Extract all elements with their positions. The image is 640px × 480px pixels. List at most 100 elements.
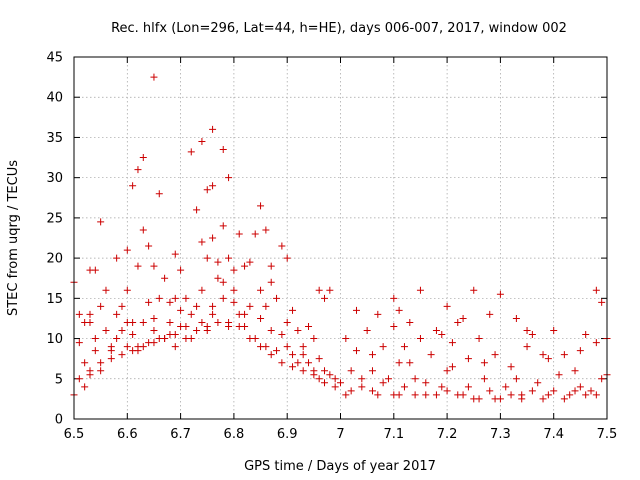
data-point	[134, 262, 142, 270]
data-point	[123, 286, 131, 294]
data-point	[491, 351, 499, 359]
data-point	[566, 391, 574, 399]
data-point	[123, 343, 131, 351]
plot-frame	[73, 56, 608, 420]
data-point	[576, 347, 584, 355]
data-point	[171, 331, 179, 339]
data-point	[315, 286, 323, 294]
data-point	[384, 375, 392, 383]
data-point	[368, 387, 376, 395]
data-point	[219, 294, 227, 302]
data-point	[448, 363, 456, 371]
data-point	[464, 383, 472, 391]
data-point	[209, 125, 217, 133]
data-point	[150, 314, 158, 322]
data-point	[107, 343, 115, 351]
data-point	[171, 294, 179, 302]
data-point	[582, 391, 590, 399]
data-point	[241, 262, 249, 270]
x-axis-tick-labels: 6.5 6.6 6.7 6.8 6.9 7 7.1 7.2 7.3 7.4 7.5	[64, 427, 618, 442]
data-point	[347, 387, 355, 395]
data-point	[475, 395, 483, 403]
data-point	[459, 314, 467, 322]
data-point	[102, 327, 110, 335]
data-point	[150, 327, 158, 335]
data-point	[539, 351, 547, 359]
data-point	[544, 355, 552, 363]
data-point	[246, 302, 254, 310]
data-point	[166, 298, 174, 306]
data-point	[235, 230, 243, 238]
data-point	[331, 375, 339, 383]
y-tick-label: 10	[46, 332, 63, 347]
data-point	[203, 186, 211, 194]
data-point	[235, 310, 243, 318]
data-point	[315, 375, 323, 383]
data-point	[273, 347, 281, 355]
data-point	[97, 367, 105, 375]
data-point	[273, 294, 281, 302]
data-point	[145, 242, 153, 250]
data-point	[443, 302, 451, 310]
data-point	[193, 206, 201, 214]
data-point	[225, 318, 233, 326]
data-point	[331, 383, 339, 391]
data-point	[81, 383, 89, 391]
data-point	[161, 335, 169, 343]
data-point	[400, 383, 408, 391]
data-point	[512, 375, 520, 383]
data-point	[230, 266, 238, 274]
data-point	[203, 322, 211, 330]
data-point	[102, 286, 110, 294]
data-point	[219, 222, 227, 230]
data-point	[502, 383, 510, 391]
data-point	[113, 310, 121, 318]
data-point	[278, 359, 286, 367]
data-point	[129, 331, 137, 339]
data-point	[257, 286, 265, 294]
data-point	[129, 182, 137, 190]
data-point	[198, 137, 206, 145]
data-point	[587, 387, 595, 395]
data-point	[507, 363, 515, 371]
data-point	[299, 343, 307, 351]
data-point	[411, 391, 419, 399]
x-tick-label: 7.2	[437, 427, 458, 442]
data-point	[251, 230, 259, 238]
data-point	[262, 226, 270, 234]
data-point	[299, 367, 307, 375]
data-point	[571, 367, 579, 375]
data-point	[528, 387, 536, 395]
data-point	[352, 306, 360, 314]
data-point	[219, 146, 227, 154]
data-point	[363, 327, 371, 335]
y-axis-label: STEC from uqrg / TECUs	[6, 160, 21, 316]
y-tick-label: 0	[55, 413, 63, 428]
data-point	[321, 367, 329, 375]
data-point	[523, 343, 531, 351]
x-tick-label: 6.9	[277, 427, 298, 442]
data-point	[75, 339, 83, 347]
data-point	[555, 371, 563, 379]
data-point	[139, 343, 147, 351]
x-tick-label: 7.4	[543, 427, 564, 442]
x-tick-label: 7.5	[597, 427, 618, 442]
data-point	[257, 202, 265, 210]
data-point	[134, 166, 142, 174]
data-point	[219, 278, 227, 286]
data-point	[289, 306, 297, 314]
x-tick-label: 6.6	[117, 427, 138, 442]
data-point	[283, 343, 291, 351]
data-point	[289, 351, 297, 359]
data-point	[379, 379, 387, 387]
data-point	[118, 302, 126, 310]
data-point	[592, 339, 600, 347]
data-point	[139, 226, 147, 234]
data-point	[534, 379, 542, 387]
data-point	[177, 266, 185, 274]
y-tick-label: 5	[55, 372, 63, 387]
data-point	[283, 318, 291, 326]
data-point	[155, 294, 163, 302]
data-point	[97, 302, 105, 310]
data-point	[486, 310, 494, 318]
